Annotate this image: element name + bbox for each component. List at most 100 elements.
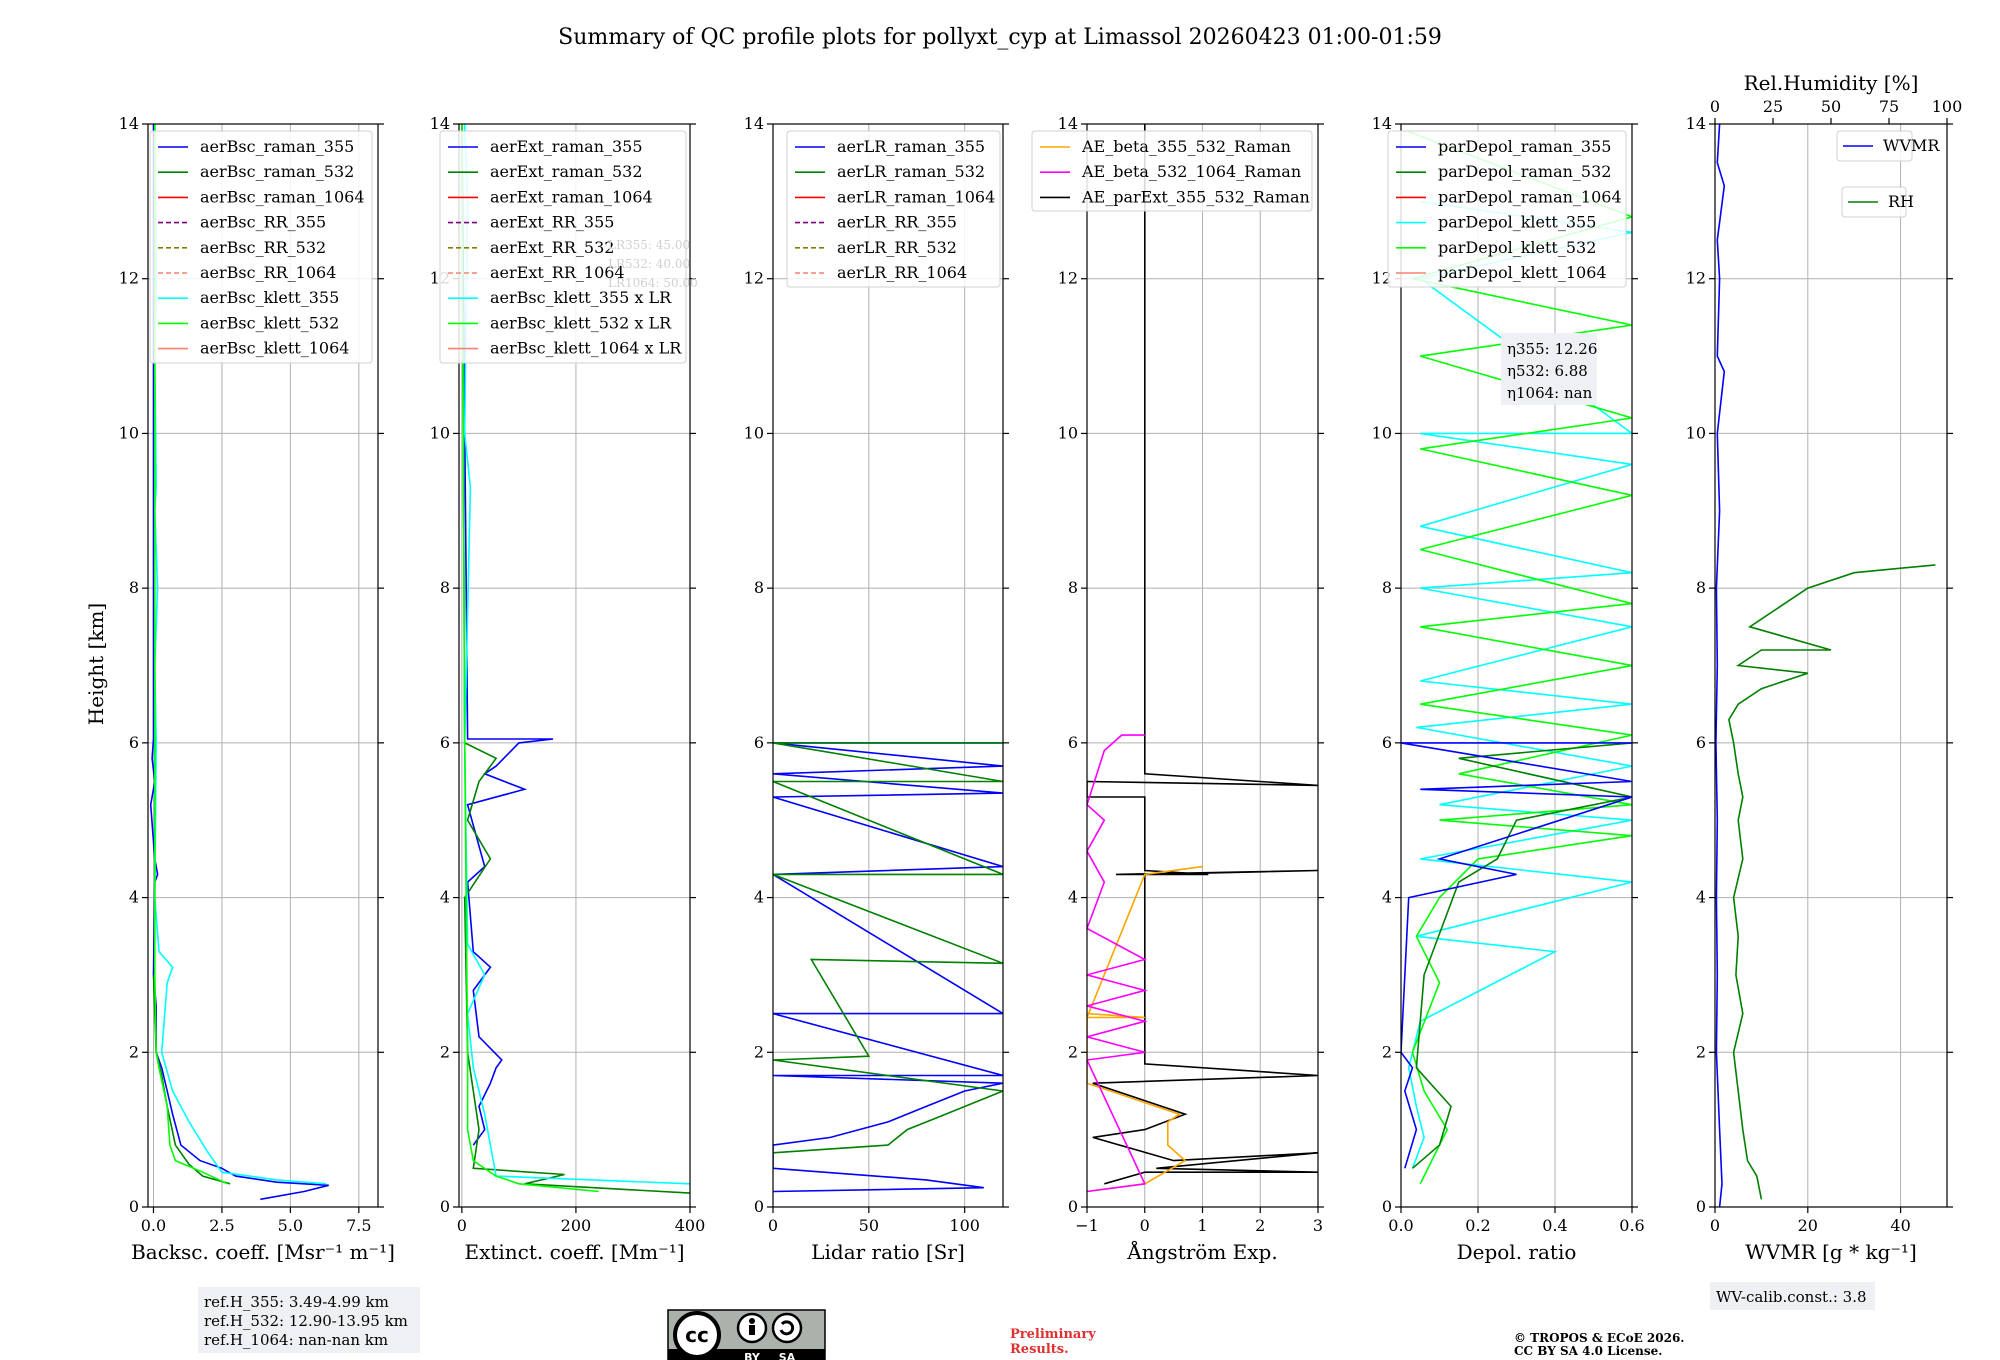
- eta-note: η1064: nan: [1507, 384, 1593, 402]
- copyright-line-2: CC BY SA 4.0 License.: [1514, 1344, 1662, 1358]
- series-line-WVMR: [1715, 124, 1726, 1207]
- legend-label: WVMR: [1883, 136, 1940, 155]
- by-icon-body: [749, 1325, 755, 1335]
- badge-strip: [668, 1349, 825, 1360]
- y-tick-label: 4: [1068, 888, 1078, 907]
- legend-label: aerBsc_raman_532: [200, 162, 354, 181]
- series-group: [149, 124, 329, 1201]
- x-tick-label: 0: [1140, 1216, 1150, 1235]
- wv-calib-note: WV-calib.const.: 3.8: [1710, 1282, 1875, 1310]
- x-axis-label: Extinct. coeff. [Mm⁻¹]: [464, 1240, 684, 1264]
- y-tick-label: 8: [1696, 578, 1706, 597]
- legend-label: aerBsc_RR_1064: [200, 263, 336, 282]
- x-tick-label: 0.2: [1465, 1216, 1490, 1235]
- legend-label: aerBsc_raman_1064: [200, 187, 365, 206]
- legend-label: aerBsc_klett_532 x LR: [490, 313, 672, 332]
- legend-label: RH: [1888, 192, 1914, 211]
- ref-height-1064: ref.H_1064: nan-nan km: [204, 1331, 388, 1349]
- wv-calib-box: [1710, 1282, 1875, 1310]
- x-tick-label: 200: [561, 1216, 592, 1235]
- y-tick-label: 6: [1696, 733, 1706, 752]
- x-tick-label: 400: [675, 1216, 706, 1235]
- y-tick-label: 2: [1696, 1042, 1706, 1061]
- panel-1: 0 2 4 6 8 10 12 14 0.0 2.5 5.0 7.5 Backsc. coeff. [M…: [119, 114, 395, 1264]
- y-tick-label: 14: [1686, 114, 1706, 133]
- y-tick-label: 2: [1382, 1042, 1392, 1061]
- legend-box: [1031, 130, 1313, 212]
- y-tick-label: 8: [754, 578, 764, 597]
- legend-box: [786, 130, 1001, 288]
- y-tick-label: 10: [1686, 423, 1706, 442]
- y-tick-label: 2: [1068, 1042, 1078, 1061]
- y-tick-label: 6: [754, 733, 764, 752]
- x-tick-label: 0: [1710, 1216, 1720, 1235]
- y-tick-label: 4: [129, 888, 139, 907]
- x-tick-label: 50: [859, 1216, 879, 1235]
- legend-box: [149, 130, 373, 364]
- preliminary-line-1: Preliminary: [1010, 1327, 1096, 1342]
- y-tick-label: 0: [1382, 1197, 1392, 1216]
- y-tick-label: 10: [744, 423, 764, 442]
- legend-label: aerBsc_RR_532: [200, 238, 326, 257]
- eta-note: η355: 12.26: [1507, 340, 1597, 358]
- x-tick-label: 0: [457, 1216, 467, 1235]
- y-tick-label: 14: [430, 114, 450, 133]
- series-line-aerLR_raman_355: [773, 742, 1003, 1193]
- y-tick-label: 10: [119, 423, 139, 442]
- legend-label: aerBsc_klett_532: [200, 313, 339, 332]
- plot-frame: [772, 123, 1004, 1208]
- panel-5: 0 2 4 6 8 10 12 14 0.0 0.2 0.4 0.6 Depol. ratio parDe…: [1372, 114, 1645, 1264]
- legend-label: aerBsc_raman_355: [200, 137, 354, 156]
- y-tick-label: 8: [1068, 578, 1078, 597]
- y-tick-label: 12: [744, 269, 764, 288]
- eta-note-box: [1501, 333, 1597, 405]
- y-tick-label: 0: [129, 1197, 139, 1216]
- legend-label: aerExt_raman_532: [490, 162, 643, 181]
- top-x-tick-label: 100: [1932, 97, 1963, 116]
- series-line-aerBsc_klett_532 x LR: [461, 124, 599, 1193]
- x-axis-label: Backsc. coeff. [Msr⁻¹ m⁻¹]: [131, 1240, 395, 1264]
- y-tick-label: 12: [1686, 269, 1706, 288]
- x-tick-label: 40: [1890, 1216, 1910, 1235]
- x-axis-label: Ångström Exp.: [1126, 1239, 1277, 1264]
- series-line-aerLR_raman_532: [773, 742, 1003, 1154]
- series-group: [1715, 124, 1936, 1207]
- x-tick-label: 2: [1255, 1216, 1265, 1235]
- y-tick-label: 0: [1696, 1197, 1706, 1216]
- cc-icon: [673, 1311, 721, 1359]
- x-axis-label: Lidar ratio [Sr]: [811, 1240, 965, 1264]
- legend-label: aerBsc_klett_355: [200, 288, 339, 307]
- y-tick-label: 8: [129, 578, 139, 597]
- x-tick-label: −1: [1075, 1216, 1099, 1235]
- y-axis-label: Height [km]: [84, 603, 108, 725]
- figure-title: Summary of QC profile plots for pollyxt_…: [558, 25, 1442, 50]
- series-group: [1087, 124, 1318, 1193]
- y-tick-label: 14: [1058, 114, 1078, 133]
- y-tick-label: 6: [1068, 733, 1078, 752]
- y-tick-label: 10: [1372, 423, 1392, 442]
- legend-label: aerLR_RR_532: [837, 238, 957, 257]
- x-tick-label: 0.0: [1388, 1216, 1413, 1235]
- wv-calib-text: WV-calib.const.: 3.8: [1716, 1288, 1867, 1306]
- legend-label: parDepol_raman_532: [1438, 162, 1611, 181]
- legend-label: aerBsc_klett_355 x LR: [490, 288, 672, 307]
- plot-frame: [147, 123, 379, 1208]
- legend-box: [1387, 130, 1627, 288]
- sa-label: SA: [779, 1351, 796, 1360]
- by-icon-head: [749, 1318, 755, 1324]
- x-axis-label: WVMR [g * kg⁻¹]: [1745, 1240, 1917, 1264]
- legend-label: aerLR_raman_355: [837, 137, 985, 156]
- y-tick-label: 6: [129, 733, 139, 752]
- top-x-tick-label: 50: [1821, 97, 1841, 116]
- legend-label: aerLR_RR_355: [837, 213, 957, 232]
- y-tick-label: 2: [754, 1042, 764, 1061]
- sa-icon: [771, 1312, 803, 1344]
- legend-label: AE_beta_355_532_Raman: [1081, 137, 1291, 156]
- legend: aerExt_raman_355 aerExt_raman_532 aerExt_r…: [439, 130, 687, 364]
- legend-label: parDepol_raman_1064: [1438, 187, 1622, 206]
- y-tick-label: 10: [1058, 423, 1078, 442]
- legend-label: parDepol_klett_355: [1438, 213, 1596, 232]
- y-tick-label: 6: [1382, 733, 1392, 752]
- legend-label: aerExt_RR_355: [490, 213, 614, 232]
